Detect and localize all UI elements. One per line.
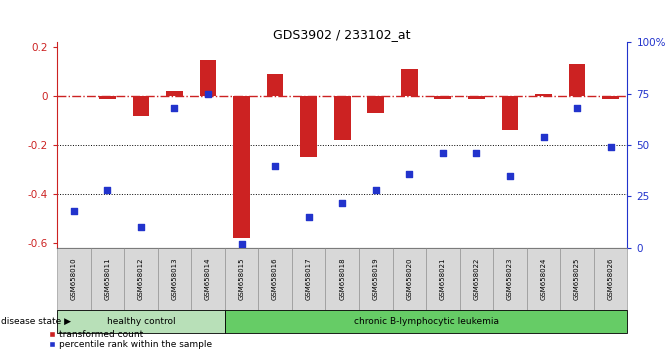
- Bar: [301, 96, 317, 158]
- Title: GDS3902 / 233102_at: GDS3902 / 233102_at: [274, 28, 411, 41]
- Bar: [166, 91, 183, 96]
- Text: GSM658015: GSM658015: [239, 257, 244, 300]
- Text: GSM658018: GSM658018: [340, 257, 345, 300]
- Bar: [502, 96, 519, 131]
- Bar: [468, 96, 484, 99]
- Text: GSM658010: GSM658010: [71, 257, 76, 300]
- Point: [68, 208, 79, 214]
- Text: GSM658016: GSM658016: [272, 257, 278, 300]
- Point: [471, 150, 482, 156]
- Text: GSM658019: GSM658019: [373, 257, 378, 300]
- Text: GSM658023: GSM658023: [507, 257, 513, 300]
- Point: [437, 150, 448, 156]
- Text: GSM658013: GSM658013: [172, 257, 177, 300]
- Point: [337, 200, 348, 205]
- Point: [303, 214, 314, 220]
- Text: GSM658012: GSM658012: [138, 257, 144, 300]
- Text: GSM658011: GSM658011: [105, 257, 110, 300]
- Legend: transformed count, percentile rank within the sample: transformed count, percentile rank withi…: [48, 330, 212, 349]
- Bar: [435, 96, 451, 99]
- Bar: [603, 96, 619, 99]
- Bar: [401, 69, 417, 96]
- Point: [370, 188, 381, 193]
- Point: [404, 171, 415, 177]
- Text: GSM658026: GSM658026: [608, 257, 613, 300]
- Point: [102, 188, 113, 193]
- Bar: [368, 96, 384, 113]
- Point: [605, 144, 616, 150]
- Bar: [234, 96, 250, 238]
- Bar: [99, 96, 116, 99]
- Bar: [334, 96, 351, 140]
- Point: [236, 241, 247, 246]
- Bar: [200, 59, 216, 96]
- Text: GSM658025: GSM658025: [574, 258, 580, 300]
- Text: chronic B-lymphocytic leukemia: chronic B-lymphocytic leukemia: [354, 317, 499, 326]
- Text: disease state ▶: disease state ▶: [1, 317, 71, 326]
- Point: [169, 105, 180, 111]
- Point: [538, 134, 549, 140]
- Bar: [133, 96, 150, 116]
- Bar: [569, 64, 586, 96]
- Point: [505, 173, 515, 179]
- Text: GSM658014: GSM658014: [205, 257, 211, 300]
- Point: [270, 163, 280, 169]
- Text: healthy control: healthy control: [107, 317, 175, 326]
- Text: GSM658022: GSM658022: [474, 258, 479, 300]
- Point: [572, 105, 582, 111]
- Point: [136, 224, 146, 230]
- Text: GSM658021: GSM658021: [440, 257, 446, 300]
- Text: GSM658024: GSM658024: [541, 258, 546, 300]
- Point: [203, 91, 213, 97]
- Text: GSM658020: GSM658020: [407, 257, 412, 300]
- Text: GSM658017: GSM658017: [306, 257, 311, 300]
- Bar: [267, 74, 283, 96]
- Bar: [535, 94, 552, 96]
